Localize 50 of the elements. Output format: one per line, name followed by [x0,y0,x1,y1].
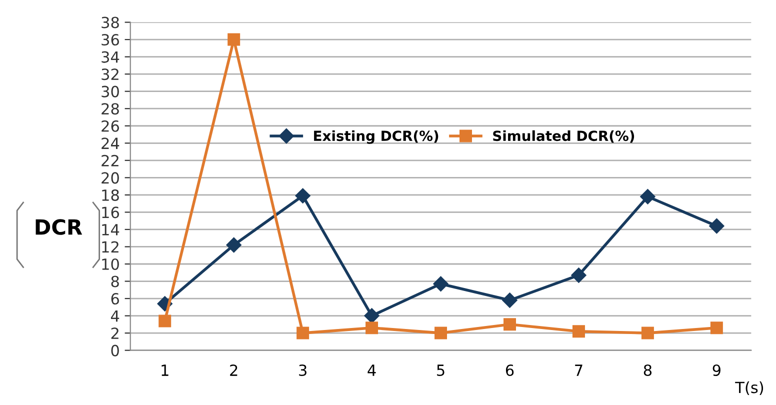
y-tick-label: 16 [102,206,119,218]
y-tick-label: 26 [102,120,119,132]
y-tick-label: 18 [102,189,119,201]
point [434,326,448,340]
point [571,268,586,283]
y-tick-label: 20 [102,172,119,184]
x-tick-label: 6 [506,364,514,376]
y-tick-label: 22 [102,154,118,166]
point [433,276,448,292]
x-axis-title: T(s) [735,381,764,396]
point [158,314,172,328]
legend-label: Existing DCR(%) [314,130,438,144]
y-tick-label: 6 [111,292,119,305]
y-tick-label: 32 [102,68,118,80]
y-tick-label: 38 [102,16,119,28]
y-tick-label: 12 [102,241,118,253]
x-tick-label: 2 [230,364,238,376]
x-tick-label: 1 [162,364,168,376]
y-tick-label: 28 [102,103,119,115]
point [502,292,518,308]
y-tick-label: 36 [102,34,119,46]
point [295,188,310,204]
y-tick-label: 4 [110,310,120,322]
y-tick-label: 24 [102,138,120,149]
y-tick-label: 0 [111,344,119,356]
point [228,33,240,46]
x-tick-label: 7 [575,364,582,376]
y-tick-label: 30 [102,86,119,98]
point [641,326,654,340]
x-tick-label: 9 [712,364,720,376]
point [640,189,656,204]
point [710,322,723,334]
y-tick-label: 2 [111,328,118,339]
point [364,308,380,324]
y-tick-label: 10 [102,258,119,270]
legend-label: Simulated DCR(%) [493,130,634,143]
point [709,218,724,234]
point [572,325,585,338]
point [296,326,310,340]
y-axis-title: DCR [36,219,82,235]
x-tick-label: 3 [299,364,306,376]
y-tick-label: 34 [102,51,120,63]
x-tick-label: 5 [437,364,444,376]
y-tick-label: 8 [111,276,119,288]
point [366,322,378,334]
point [226,237,242,253]
x-tick-label: 4 [368,364,376,376]
point [503,318,516,331]
y-tick-label: 14 [102,224,120,236]
x-tick-label: 8 [644,364,652,376]
